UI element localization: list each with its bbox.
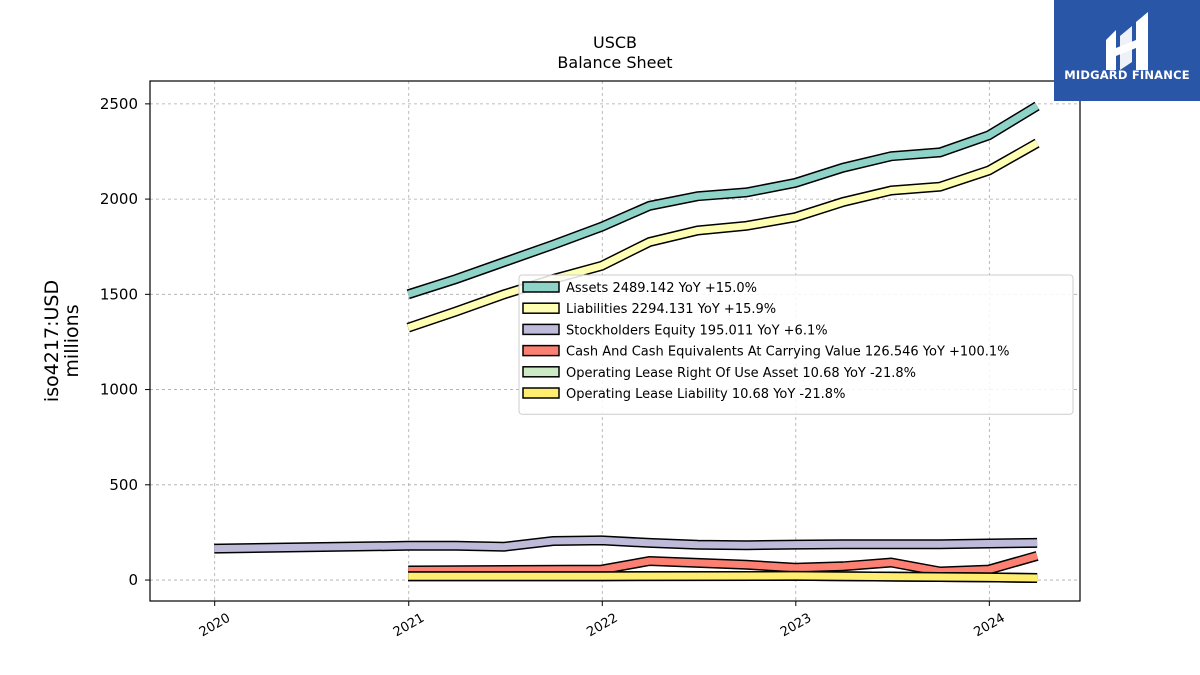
legend-swatch [522, 281, 560, 293]
plot-frame [149, 80, 1081, 602]
legend-entry: Liabilities 2294.131 YoY +15.9% [566, 302, 776, 317]
legend-swatch [522, 344, 560, 357]
legend-entry: Operating Lease Right Of Use Asset 10.68… [566, 366, 916, 381]
y-tick-label: 1000 [100, 381, 138, 399]
series-line-3 [408, 551, 1039, 577]
series-line-2 [214, 535, 1038, 554]
midgard-logo-icon [1106, 12, 1148, 70]
x-tick-label: 2024 [972, 611, 1008, 641]
x-tick-label: 2021 [391, 611, 427, 641]
legend-swatch [522, 323, 560, 336]
brand-logo: MIDGARD FINANCE [1054, 0, 1200, 101]
y-tick-label: 0 [128, 571, 138, 589]
legend-swatch [522, 366, 560, 378]
legend-box [518, 274, 1074, 415]
chart-title: USCB [593, 33, 637, 52]
x-axis-ticks: 2020 2021 2022 2023 2024 [197, 601, 1008, 640]
legend: Assets 2489.142 YoY +15.0% Liabilities 22… [518, 274, 1074, 415]
legend-swatch [522, 387, 560, 399]
y-axis-ticks: 0 500 1000 1500 2000 2500 [100, 95, 150, 589]
series-line-5 [408, 570, 1038, 583]
x-tick-label: 2022 [584, 611, 620, 641]
legend-entry: Cash And Cash Equivalents At Carrying Va… [566, 345, 1009, 360]
series-line-1 [406, 138, 1040, 333]
series-lines [214, 101, 1040, 583]
brand-name: MIDGARD FINANCE [1064, 68, 1190, 82]
series-line-0 [406, 101, 1040, 300]
y-tick-label: 1500 [100, 285, 138, 303]
y-tick-label: 2500 [100, 95, 138, 113]
legend-entry: Stockholders Equity 195.011 YoY +6.1% [566, 323, 828, 338]
y-axis-label-line: millions [61, 304, 83, 377]
y-tick-label: 2000 [100, 190, 138, 208]
legend-entry: Operating Lease Liability 10.68 YoY -21.… [566, 387, 845, 402]
legend-entry: Assets 2489.142 YoY +15.0% [566, 281, 757, 296]
x-tick-label: 2020 [197, 611, 233, 641]
y-tick-label: 500 [109, 476, 138, 494]
y-axis-label-line: iso4217:USD [41, 280, 63, 402]
y-axis-label: iso4217:USDmillions [41, 280, 83, 402]
chart-subtitle: Balance Sheet [557, 53, 672, 72]
x-tick-label: 2023 [778, 611, 814, 641]
legend-swatch [522, 302, 560, 314]
